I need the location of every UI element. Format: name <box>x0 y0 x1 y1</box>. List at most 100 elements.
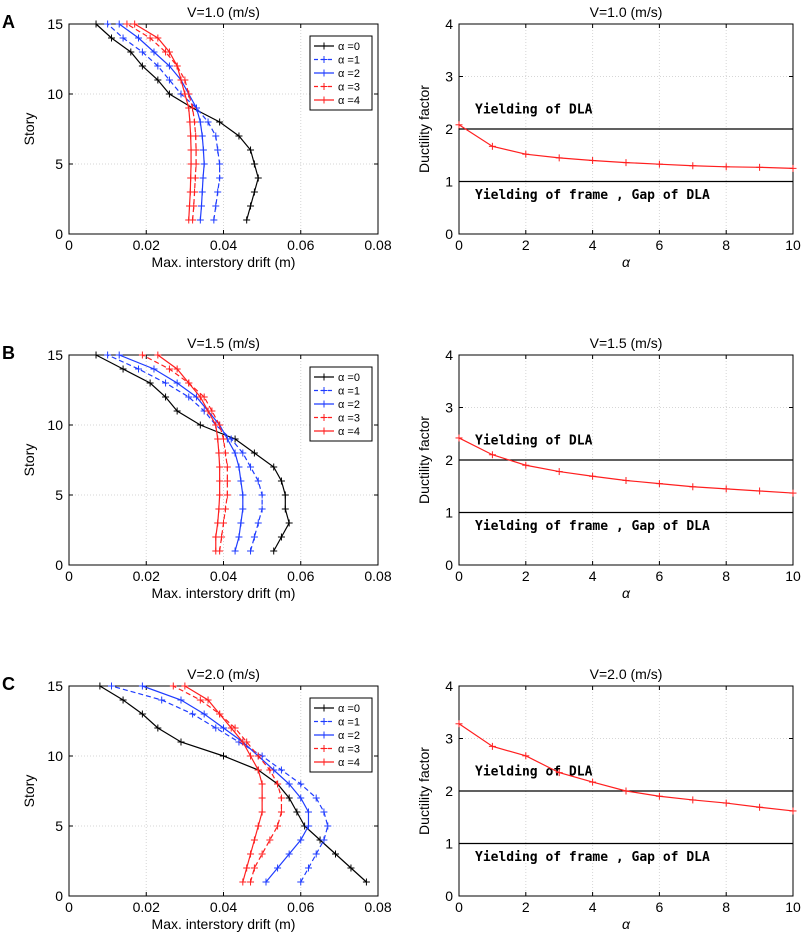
y-tick-label: 1 <box>445 836 453 852</box>
x-tick-label: 6 <box>656 568 664 584</box>
legend-label: α =1 <box>338 386 360 398</box>
y-tick-label: 1 <box>445 174 453 190</box>
legend-label: α =4 <box>338 426 360 438</box>
y-tick-label: 3 <box>445 400 453 416</box>
y-tick-label: 2 <box>445 452 453 468</box>
x-tick-label: 0.08 <box>364 899 391 915</box>
legend-label: α =2 <box>338 399 360 411</box>
y-axis-label: Story <box>21 444 37 477</box>
legend-label: α =1 <box>338 717 360 729</box>
x-tick-label: 2 <box>522 237 530 253</box>
x-tick-label: 4 <box>589 237 597 253</box>
y-tick-label: 10 <box>47 417 63 433</box>
legend-label: α =1 <box>338 55 360 67</box>
y-tick-label: 5 <box>55 487 63 503</box>
series-alpha2 <box>115 351 247 555</box>
x-tick-label: 6 <box>656 237 664 253</box>
y-tick-label: 3 <box>445 69 453 85</box>
drift-chart: 0 0.02 0.04 0.06 0.08 0 5 10 15 V=1.5 (m/s) Max. i… <box>21 335 392 601</box>
x-tick-label: 2 <box>522 899 530 915</box>
series-line <box>142 354 228 552</box>
legend-label: α =3 <box>338 744 360 756</box>
y-tick-label: 4 <box>445 16 453 32</box>
legend-label: α =2 <box>338 68 360 80</box>
annotation-yielding-dla: Yielding of DLA <box>475 102 593 117</box>
legend: α =0 α =1α =2 α =3α =4 <box>309 35 373 111</box>
series-line <box>126 23 197 221</box>
series-alpha4 <box>181 682 266 886</box>
y-tick-label: 2 <box>445 783 453 799</box>
x-tick-label: 10 <box>785 237 801 253</box>
x-tick-label: 4 <box>589 899 597 915</box>
annotation-yielding-frame: Yielding of frame , Gap of DLA <box>475 519 710 534</box>
y-axis-label: Ductility factor <box>416 416 432 504</box>
x-axis-label: Max. interstory drift (m) <box>152 254 296 270</box>
y-tick-label: 4 <box>445 678 453 694</box>
x-tick-label: 0 <box>455 568 463 584</box>
series-alpha1 <box>104 351 266 555</box>
chart-title: V=1.5 (m/s) <box>187 335 260 351</box>
y-tick-label: 3 <box>445 731 453 747</box>
panel-letter: C <box>2 674 15 694</box>
x-tick-label: 0 <box>455 899 463 915</box>
y-tick-label: 10 <box>47 86 63 102</box>
x-tick-label: 2 <box>522 568 530 584</box>
x-tick-label: 0.04 <box>210 568 237 584</box>
y-tick-label: 1 <box>445 505 453 521</box>
chart-title: V=1.0 (m/s) <box>187 4 260 20</box>
y-tick-label: 2 <box>445 121 453 137</box>
x-tick-label: 0.04 <box>210 237 237 253</box>
x-axis-label: Max. interstory drift (m) <box>152 916 296 932</box>
legend-label: α =0 <box>338 372 360 384</box>
legend-label: α =0 <box>338 41 360 53</box>
y-tick-label: 15 <box>47 347 63 363</box>
series-alpha2 <box>138 682 312 886</box>
ductility-chart: 0 2 4 6 8 10 0 1 2 3 4 V=1.0 (m/s) α Ductility factor… <box>416 4 801 270</box>
x-tick-label: 0.06 <box>287 899 314 915</box>
legend: α =0 α =1α =2 α =3α =4 <box>309 366 373 442</box>
y-tick-label: 0 <box>55 888 63 904</box>
series-alpha0 <box>92 20 262 224</box>
x-tick-label: 10 <box>785 899 801 915</box>
y-axis-label: Story <box>21 113 37 146</box>
legend-label: α =0 <box>338 703 360 715</box>
x-tick-label: 8 <box>722 237 730 253</box>
panel-letter: A <box>2 12 15 32</box>
annotation-yielding-dla: Yielding of DLA <box>475 764 593 779</box>
series-line <box>142 685 310 883</box>
x-tick-label: 8 <box>722 568 730 584</box>
y-axis-label: Story <box>21 775 37 808</box>
x-tick-label: 10 <box>785 568 801 584</box>
series-alpha3 <box>169 682 285 886</box>
legend-label: α =3 <box>338 82 360 94</box>
drift-chart: 0 0.02 0.04 0.06 0.08 0 5 10 15 V=1.0 (m/s) Max. i… <box>21 4 392 270</box>
y-tick-label: 15 <box>47 16 63 32</box>
ductility-chart: 0 2 4 6 8 10 0 1 2 3 4 V=2.0 (m/s) α Ductility factor… <box>416 666 801 932</box>
x-tick-label: 0 <box>455 237 463 253</box>
series-line <box>107 354 263 552</box>
x-tick-label: 0.04 <box>210 899 237 915</box>
x-tick-label: 0 <box>65 568 73 584</box>
legend: α =0 α =1α =2 α =3α =4 <box>309 697 373 773</box>
x-tick-label: 0.06 <box>287 237 314 253</box>
legend-label: α =4 <box>338 757 360 769</box>
y-tick-label: 0 <box>55 226 63 242</box>
x-axis-label: α <box>622 585 631 601</box>
annotation-yielding-dla: Yielding of DLA <box>475 433 593 448</box>
y-axis-label: Ductility factor <box>416 85 432 173</box>
series-line <box>95 23 259 221</box>
y-tick-label: 15 <box>47 678 63 694</box>
x-tick-label: 0.02 <box>133 568 160 584</box>
x-axis-label: Max. interstory drift (m) <box>152 585 296 601</box>
x-tick-label: 0 <box>65 899 73 915</box>
legend-label: α =3 <box>338 413 360 425</box>
y-axis-label: Ductility factor <box>416 747 432 835</box>
legend-label: α =4 <box>338 95 360 107</box>
x-tick-label: 6 <box>656 899 664 915</box>
legend-label: α =2 <box>338 730 360 742</box>
y-tick-label: 0 <box>445 888 453 904</box>
series-alpha4 <box>154 351 224 555</box>
x-tick-label: 0 <box>65 237 73 253</box>
